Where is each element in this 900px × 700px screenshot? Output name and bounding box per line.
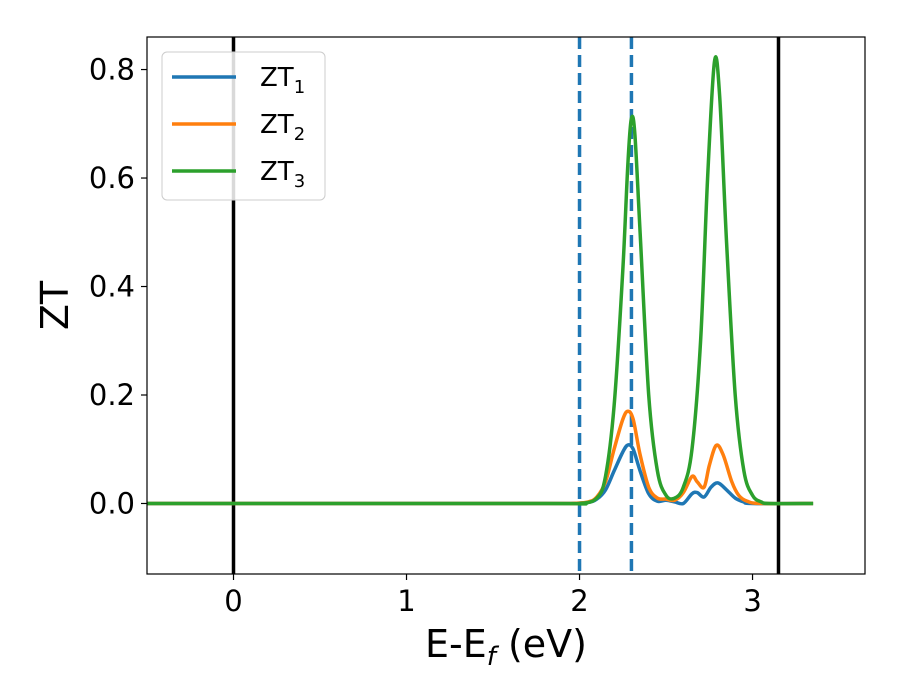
legend-label-subscript: 3 [294,171,305,192]
x-axis-label-main: E-E [425,622,487,666]
series-line-zt3 [147,55,814,506]
y-tick-label: 0.4 [89,270,135,304]
legend-label-text: ZT [260,157,294,187]
y-tick-label: 0.6 [89,161,135,195]
x-axis-label-unit: (eV) [496,622,587,666]
y-axis-label: ZT [33,280,77,330]
legend-label-text: ZT [260,63,294,93]
y-tick-label: 0.0 [89,486,135,520]
legend-label-zt2: ZT2 [260,110,305,145]
x-tick-label: 0 [224,584,242,618]
x-tick-label: 1 [397,584,415,618]
legend-box [161,51,326,201]
axis-ticks: 0 1 2 3 0.0 0.2 0.4 0.6 0.8 [89,53,762,618]
legend-label-text: ZT [260,110,294,140]
plot-area [147,37,814,574]
x-tick-label: 2 [570,584,588,618]
legend-label-zt1: ZT1 [260,63,305,98]
x-axis-label: E-Ef (eV) [425,622,587,672]
legend-label-subscript: 2 [294,124,305,145]
legend-label-zt3: ZT3 [260,157,305,192]
legend-label-subscript: 1 [294,77,305,98]
y-tick-label: 0.2 [89,378,135,412]
x-tick-label: 3 [743,584,761,618]
y-tick-label: 0.8 [89,53,135,87]
axes-frame [146,36,866,575]
